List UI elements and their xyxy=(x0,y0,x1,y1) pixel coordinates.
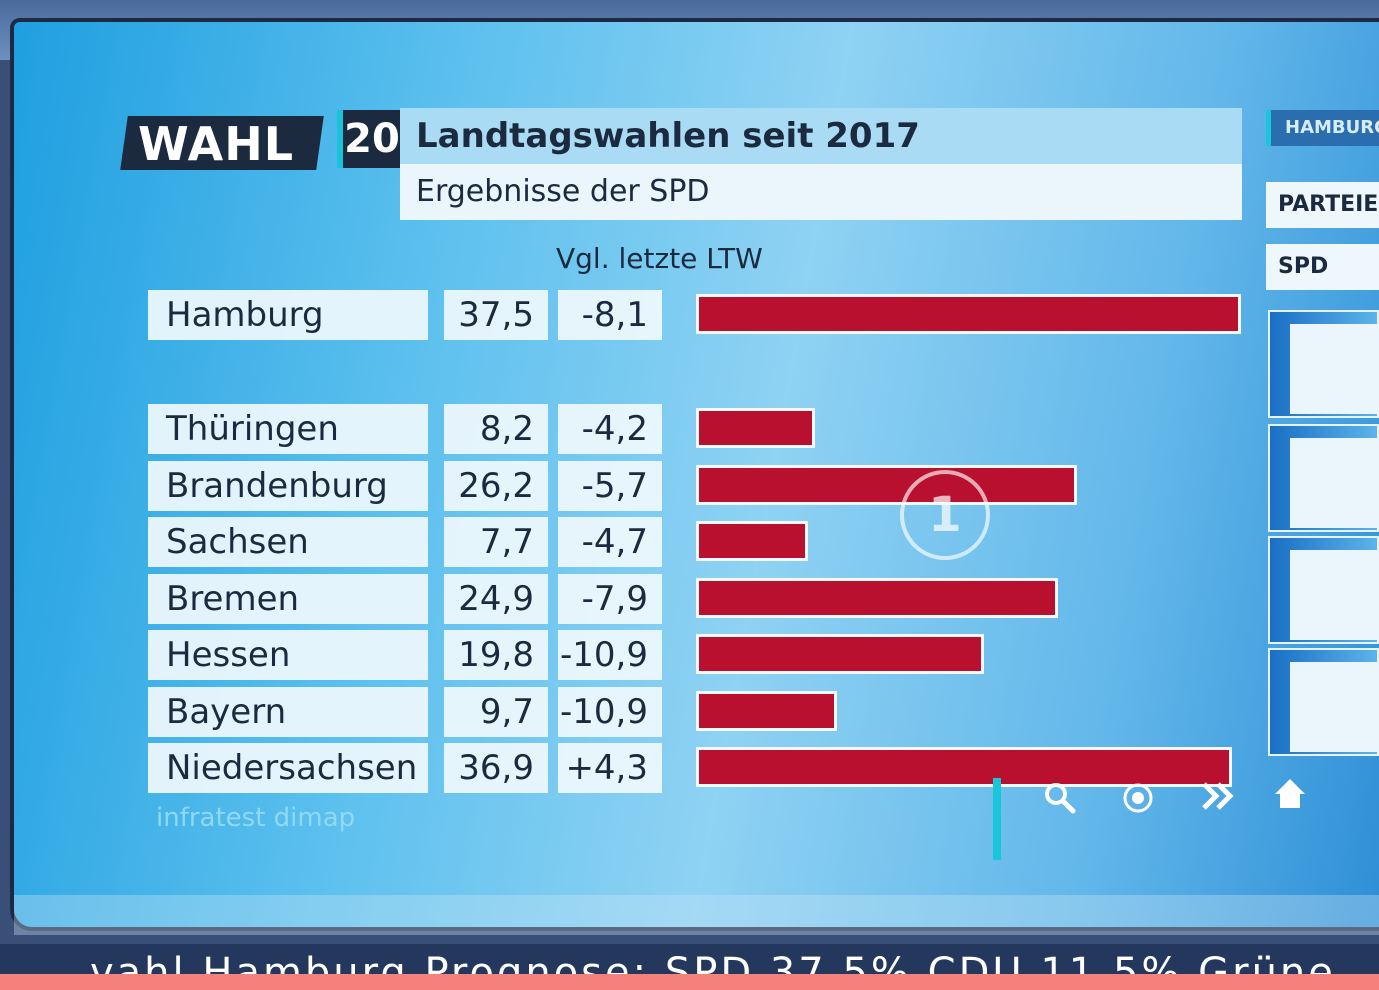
chart-title: Landtagswahlen seit 2017 xyxy=(400,108,1242,164)
bar-brandenburg xyxy=(696,464,1077,505)
state-label: Bayern xyxy=(148,686,428,737)
source-label: infratest dimap xyxy=(156,803,356,833)
bar-hessen xyxy=(696,634,984,674)
chart-header: Landtagswahlen seit 2017 Ergebnisse der … xyxy=(400,108,1242,220)
thumbnail-3[interactable] xyxy=(1268,536,1379,644)
change-label: -7,9 xyxy=(558,573,662,624)
news-ticker: vahl Hamburg Prognose: SPD 37,5% CDU 11,… xyxy=(0,944,1379,978)
bar-thüringen xyxy=(696,408,816,448)
state-label: Niedersachsen xyxy=(148,743,428,793)
state-label: Bremen xyxy=(148,573,428,624)
state-label: Brandenburg xyxy=(148,460,428,511)
bar-bremen xyxy=(696,577,1058,618)
state-label: Thüringen xyxy=(148,404,428,454)
sidebar-button-spd[interactable]: SPD xyxy=(1266,244,1379,290)
change-label: -8,1 xyxy=(558,290,662,340)
value-label: 19,8 xyxy=(444,630,548,680)
channel-logo-icon: 1 xyxy=(900,470,990,560)
thumbnail-1[interactable] xyxy=(1268,310,1379,418)
value-label: 9,7 xyxy=(444,686,548,737)
sidebar-button-parteien[interactable]: PARTEIEN xyxy=(1266,182,1379,228)
thumbnail-4[interactable] xyxy=(1268,648,1379,756)
value-label: 7,7 xyxy=(444,517,548,567)
chart-subtitle: Ergebnisse der SPD xyxy=(400,164,1242,220)
bar-sachsen xyxy=(696,521,808,561)
search-icon[interactable] xyxy=(1042,780,1078,825)
target-icon[interactable] xyxy=(1120,780,1156,825)
value-label: 24,9 xyxy=(444,573,548,624)
bottom-strip xyxy=(0,974,1379,990)
nav-divider xyxy=(993,778,1001,860)
home-icon[interactable] xyxy=(1272,776,1308,821)
sidebar-tab-hamburg[interactable]: HAMBURG xyxy=(1266,110,1379,146)
change-label: -10,9 xyxy=(558,630,662,680)
value-label: 26,2 xyxy=(444,460,548,511)
state-label: Hamburg xyxy=(148,290,428,340)
logo-number: 20 xyxy=(337,110,401,168)
thumbnail-2[interactable] xyxy=(1268,424,1379,532)
change-label: +4,3 xyxy=(558,743,662,793)
bar-hamburg xyxy=(696,294,1241,334)
state-label: Hessen xyxy=(148,630,428,680)
screen-frame xyxy=(14,895,1379,935)
value-label: 36,9 xyxy=(444,743,548,793)
logo-text: WAHL xyxy=(138,117,295,171)
change-label: -10,9 xyxy=(558,686,662,737)
state-label: Sachsen xyxy=(148,517,428,567)
ticker-text: vahl Hamburg Prognose: SPD 37,5% CDU 11,… xyxy=(90,950,1336,978)
bar-niedersachsen xyxy=(696,747,1233,787)
value-label: 8,2 xyxy=(444,404,548,454)
change-label: -4,7 xyxy=(558,517,662,567)
change-label: -5,7 xyxy=(558,460,662,511)
forward-icon[interactable] xyxy=(1198,778,1238,823)
column-header: Vgl. letzte LTW xyxy=(556,242,763,275)
value-label: 37,5 xyxy=(444,290,548,340)
bar-bayern xyxy=(696,690,837,731)
change-label: -4,2 xyxy=(558,404,662,454)
